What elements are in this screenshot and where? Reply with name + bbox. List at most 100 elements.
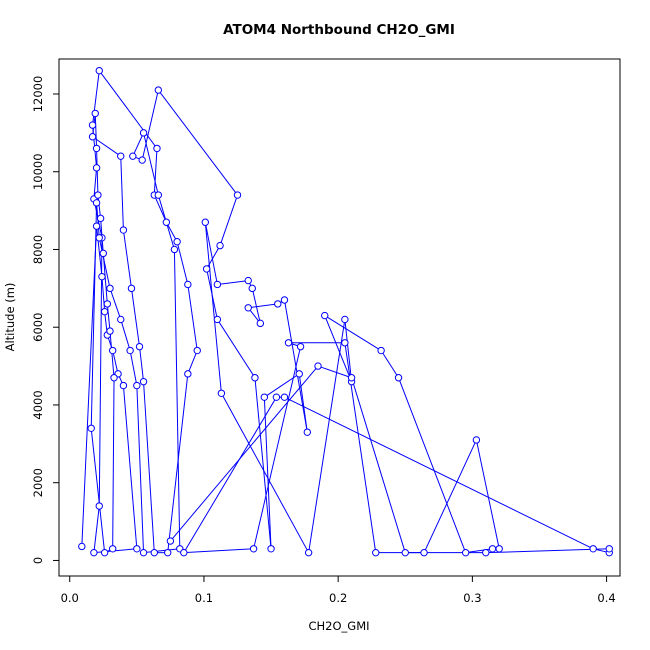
series-segment [344,342,377,553]
data-point [139,129,148,137]
data-point [201,218,209,226]
y-tick-label: 0 [31,557,45,564]
data-point [296,342,305,351]
series-segment [112,350,119,374]
series-segment [106,303,111,332]
data-point [341,315,349,324]
data-point [173,238,181,246]
data-point [92,222,101,230]
series-segment [157,89,238,196]
series-segment [136,385,145,553]
y-tick-label: 10000 [31,153,45,190]
series-segment [94,113,98,149]
data-point [119,226,128,234]
series-segment [176,241,189,285]
series-segment [324,315,353,382]
series-segment [485,548,610,554]
data-point [108,545,117,553]
series-segment [398,377,467,553]
data-point [184,370,192,378]
data-point [166,537,175,545]
data-point [347,374,356,382]
series-segment [263,397,272,549]
y-tick-label: 12000 [31,76,45,113]
series-segment [112,377,115,549]
series-segment [187,284,198,351]
series-segment [204,222,222,394]
series-segment [97,194,102,219]
data-point [304,548,313,557]
data-point [341,339,349,347]
series-segment [324,315,382,351]
series-segment [217,280,249,285]
data-point [280,393,289,401]
y-tick-label: 4000 [31,390,45,419]
data-point [248,284,256,293]
data-point [138,156,146,164]
series-segment [253,346,302,549]
series-segment [98,237,111,289]
series-segment [109,331,115,378]
data-point [99,249,107,258]
data-point [92,199,101,207]
series-segment [132,132,145,157]
data-point [98,272,106,281]
data-point [472,436,481,444]
data-point [88,121,97,129]
data-point [274,300,282,308]
data-point [139,377,148,386]
series-segment [187,350,198,375]
data-point [133,545,141,553]
data-point [260,393,269,401]
series-segment [141,89,159,161]
series-segment [475,439,500,549]
series-segment [170,365,319,542]
data-point [133,381,141,390]
y-axis: 0 2000 4000 6000 8000 10000 12000 [31,76,60,564]
data-point [106,284,114,293]
data-point [589,545,597,553]
data-point [272,393,281,401]
data-point [126,346,134,355]
series-segment [153,148,158,196]
data-point [170,245,179,254]
series-segment [93,167,98,199]
x-tick-label: 0.1 [195,591,213,605]
data-point [153,144,161,153]
data-point [401,548,409,557]
data-point [162,218,171,226]
data-point [284,339,293,347]
data-point [154,86,163,94]
series-segment [165,222,178,242]
series-segment [122,385,138,549]
data-point [216,241,224,250]
series-segment [90,428,106,553]
data-point [100,548,109,557]
data-point [88,133,97,141]
data-point [150,548,158,557]
data-point [106,327,114,335]
chart-title: ATOM4 Northbound CH2O_GMI [223,22,455,38]
series-segment [308,319,346,553]
plot-frame [58,58,621,577]
data-point [108,346,117,355]
series-segment [98,70,158,149]
data-point [213,315,222,324]
data-point [180,548,188,557]
data-point [164,548,172,557]
data-point [154,191,163,199]
y-tick-label: 6000 [31,313,45,342]
series-segment [219,194,238,246]
x-tick-label: 0.4 [597,591,615,605]
series-segment [81,226,98,547]
data-point [184,280,192,289]
data-point [488,545,497,553]
data-point [605,545,613,553]
series-segment [251,288,261,324]
data-point [213,280,222,289]
series-segment [109,288,122,320]
series-segment [92,136,122,157]
data-point [193,346,201,355]
series-segment [120,319,131,351]
data-point [78,542,86,551]
